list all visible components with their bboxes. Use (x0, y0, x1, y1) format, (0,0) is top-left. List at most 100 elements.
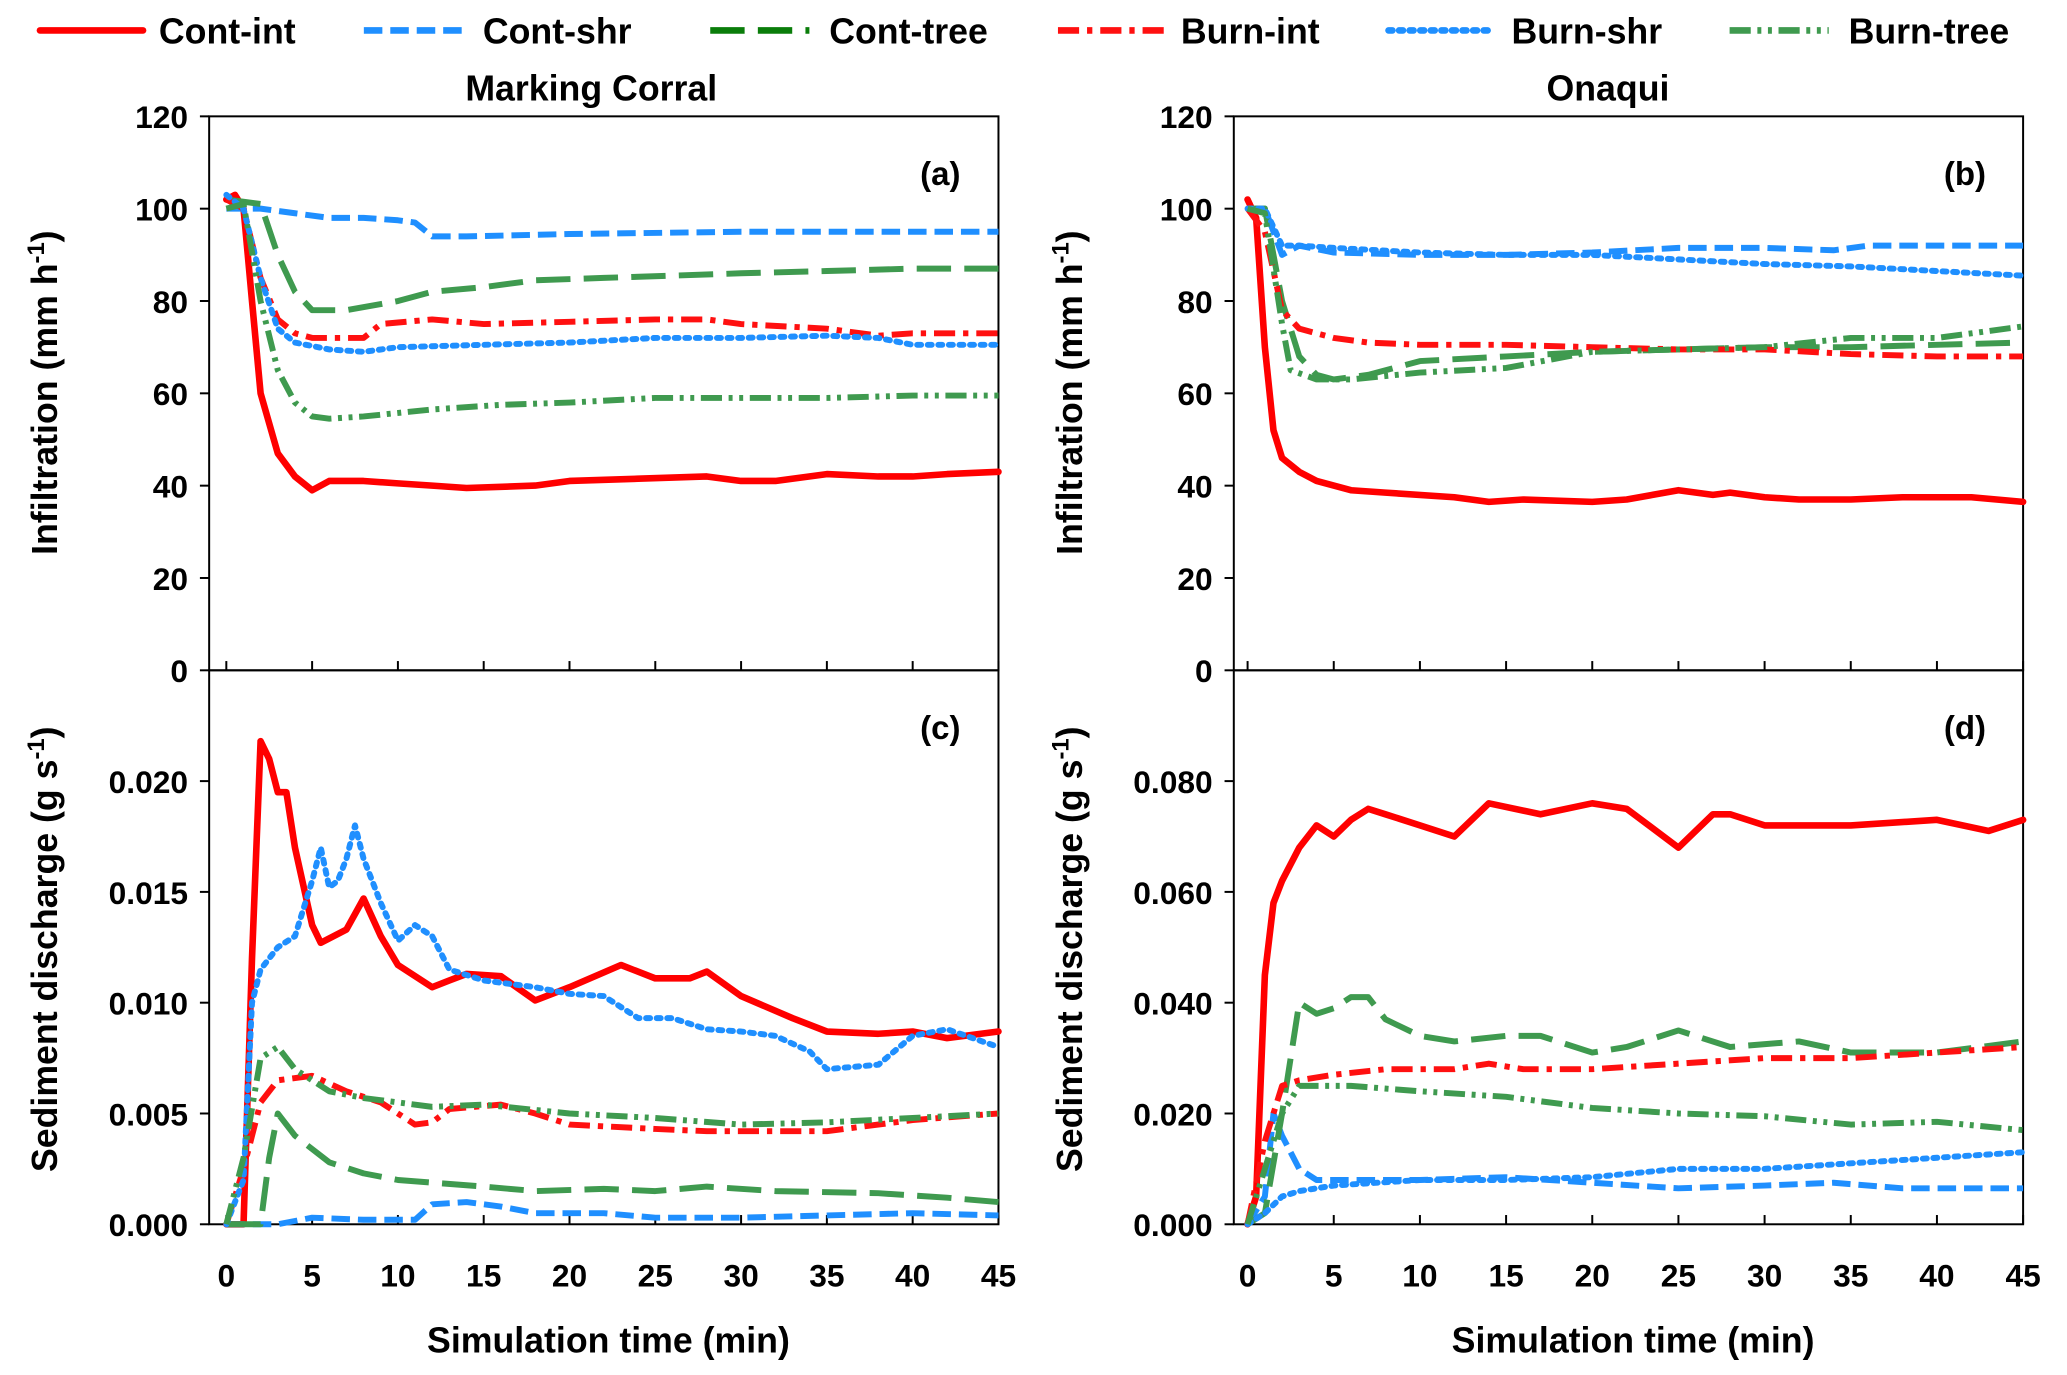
y-tick-label: 0.000 (109, 1207, 188, 1243)
plot-frame (208, 115, 1000, 672)
y-tick-label: 0.020 (109, 764, 188, 800)
x-label-d: Simulation time (min) (1452, 1321, 1815, 1361)
panel-c: 0.000 0.005 0.010 0.015 0.020 0 5 10 15 20 25 30 35 4… (109, 669, 1016, 1293)
series-line-burn-int (1245, 206, 2024, 360)
series-line-burn-tree (1244, 1082, 2024, 1226)
y-tick-label: 20 (153, 561, 188, 597)
x-tick-label: 35 (809, 1257, 844, 1293)
y-tick-label: 0.015 (109, 875, 188, 911)
legend-item-burn-tree: Burn-tree (1729, 12, 2010, 52)
legend-item-burn-shr: Burn-shr (1385, 12, 1662, 52)
x-tick-label: 20 (552, 1257, 587, 1293)
x-tick-label: 5 (303, 1257, 321, 1293)
y-tick-label: 0.080 (1133, 764, 1212, 800)
legend-item-cont-tree: Cont-tree (710, 12, 988, 52)
x-tick-label: 30 (723, 1257, 758, 1293)
x-tick-label: 15 (466, 1257, 501, 1293)
y-tick-label: 0.000 (1133, 1207, 1212, 1243)
plot-frame (1232, 115, 2025, 672)
y-tick-label: 100 (135, 192, 188, 228)
panel-d: 0.000 0.020 0.040 0.060 0.080 0 5 10 15 20 25 30 35 4… (1133, 669, 2041, 1293)
x-tick-label: 0 (1239, 1257, 1257, 1293)
panel-label: (a) (920, 156, 960, 193)
series-line-burn-shr (223, 822, 1002, 1228)
series-line-cont-tree (1245, 994, 2024, 1227)
x-tick-label: 30 (1747, 1257, 1782, 1293)
legend-label-cont-tree: Cont-tree (829, 12, 988, 52)
y-tick-label: 80 (153, 284, 188, 320)
panel-label: (c) (920, 710, 960, 747)
x-tick-label: 10 (380, 1257, 415, 1293)
series-line-cont-shr (226, 1199, 999, 1228)
title-marking-corral: Marking Corral (465, 68, 717, 108)
panel-label: (d) (1944, 710, 1986, 747)
series-line-burn-int (223, 1072, 999, 1226)
legend: Cont-int Cont-shr Cont-tree Burn-int Burn-sh… (36, 12, 2010, 52)
y-tick-label: 0.005 (109, 1096, 188, 1132)
legend-label-cont-shr: Cont-shr (483, 12, 632, 52)
x-tick-label: 0 (217, 1257, 235, 1293)
y-tick-label: 60 (153, 376, 188, 412)
y-tick-label: 40 (1177, 469, 1212, 505)
y-label-infiltration-b: Infiltration (mm h-1) (1048, 230, 1090, 554)
y-tick-label: 0 (1195, 653, 1213, 689)
legend-item-burn-int: Burn-int (1057, 12, 1320, 52)
x-label-c: Simulation time (min) (427, 1321, 790, 1361)
legend-label-cont-int: Cont-int (159, 12, 296, 52)
series-line-cont-int (223, 737, 1002, 1228)
series-line-cont-shr (1245, 1110, 2024, 1226)
y-tick-label: 0.040 (1133, 986, 1212, 1022)
x-tick-label: 45 (2005, 1257, 2040, 1293)
y-tick-label: 60 (1177, 376, 1212, 412)
legend-label-burn-shr: Burn-shr (1511, 12, 1662, 52)
series-line-burn-tree (225, 201, 999, 422)
x-tick-label: 40 (895, 1257, 930, 1293)
panels: 020406080100120(a)020406080100120(b)0.00… (109, 99, 2041, 1293)
x-tick-label: 45 (981, 1257, 1016, 1293)
x-tick-label: 10 (1402, 1257, 1437, 1293)
x-tick-label: 20 (1575, 1257, 1610, 1293)
y-label-sediment-c: Sediment discharge (g s-1) (23, 727, 65, 1173)
series-line-burn-tree (1246, 205, 2024, 383)
y-tick-label: 80 (1177, 284, 1212, 320)
y-tick-label: 0.060 (1133, 875, 1212, 911)
series-line-burn-shr (1244, 1149, 2027, 1228)
x-tick-label: 15 (1488, 1257, 1523, 1293)
y-tick-label: 20 (1177, 561, 1212, 597)
series-line-cont-tree (1247, 205, 2024, 383)
x-tick-label: 35 (1833, 1257, 1868, 1293)
y-tick-label: 40 (153, 469, 188, 505)
y-label-sediment-d: Sediment discharge (g s-1) (1048, 727, 1090, 1173)
legend-item-cont-shr: Cont-shr (363, 12, 632, 52)
panel-label: (b) (1944, 156, 1986, 193)
x-tick-label: 25 (1661, 1257, 1696, 1293)
plot-frame (208, 669, 1000, 1226)
series-line-cont-int (223, 191, 1002, 494)
y-tick-label: 100 (1160, 192, 1213, 228)
y-label-infiltration-a: Infiltration (mm h-1) (23, 230, 65, 554)
y-tick-label: 0.020 (1133, 1096, 1212, 1132)
panel-a: 0 20 40 60 80 100 120 (a) (135, 99, 1002, 689)
legend-label-burn-tree: Burn-tree (1849, 12, 2010, 52)
series-line-burn-int (1244, 1044, 2024, 1225)
plot-frame (1232, 669, 2025, 1226)
series-line-cont-shr (226, 205, 999, 240)
panel-b: 0 20 40 60 80 100 120 (b) (1160, 99, 2027, 689)
series-line-burn-tree (223, 1044, 999, 1226)
series-line-cont-tree (226, 1110, 999, 1228)
legend-item-cont-int: Cont-int (36, 12, 296, 52)
series-line-burn-shr (1244, 205, 2027, 279)
x-tick-label: 25 (638, 1257, 673, 1293)
title-onaqui: Onaqui (1546, 68, 1669, 108)
y-tick-label: 120 (135, 99, 188, 135)
series-line-burn-shr (223, 191, 1002, 355)
series-line-cont-tree (225, 196, 999, 314)
y-tick-label: 120 (1160, 99, 1213, 135)
y-tick-label: 0 (170, 653, 188, 689)
y-tick-label: 0.010 (109, 986, 188, 1022)
x-tick-label: 40 (1919, 1257, 1954, 1293)
series-line-cont-int (1244, 800, 2027, 1228)
series-line-cont-int (1244, 196, 2027, 506)
legend-label-burn-int: Burn-int (1181, 12, 1320, 52)
